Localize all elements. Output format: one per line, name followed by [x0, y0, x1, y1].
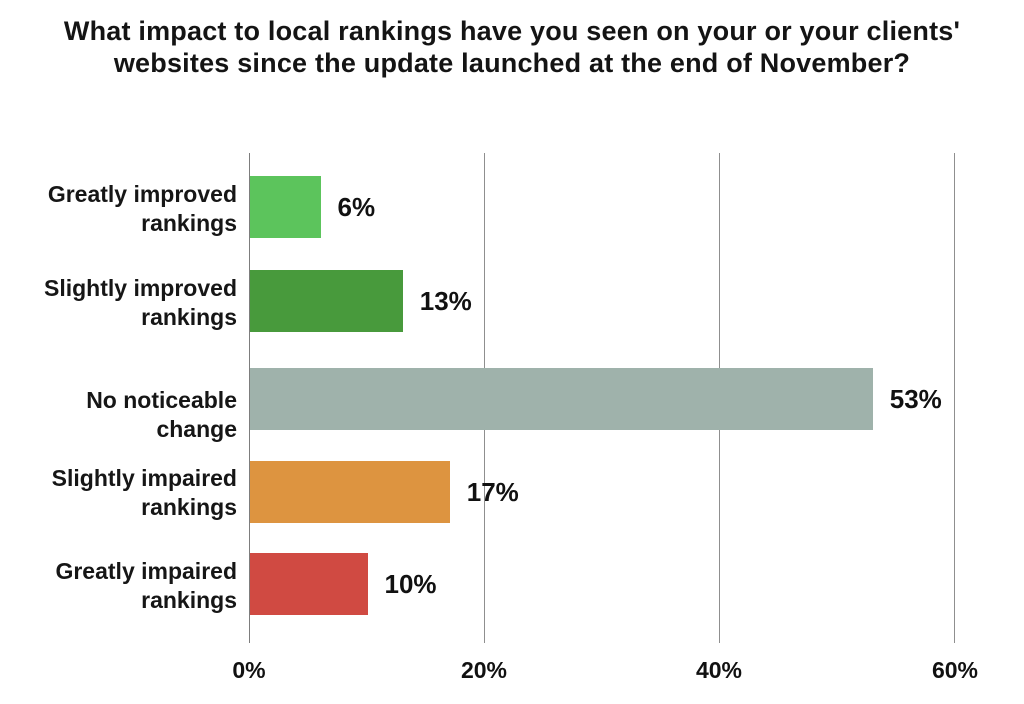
- category-label-line: No noticeable change: [86, 387, 237, 442]
- bar-fill: [250, 368, 873, 430]
- category-label-line: rankings: [141, 494, 237, 520]
- bar-row: 13%: [250, 270, 1016, 332]
- bar-fill: [250, 270, 403, 332]
- category-label-line: rankings: [141, 304, 237, 330]
- chart-title-line-1: What impact to local rankings have you s…: [63, 16, 961, 46]
- bar-value-label: 53%: [889, 383, 942, 414]
- category-label-line: Greatly impaired: [55, 558, 237, 584]
- category-label-line: Greatly improved: [47, 181, 237, 207]
- chart-title: What impact to local rankings have you s…: [30, 15, 994, 79]
- bar-row: 53%: [250, 368, 1016, 430]
- bar-row: 6%: [250, 176, 1016, 238]
- category-label-line: Slightly improved: [44, 275, 237, 301]
- category-label-greatly-improved: Greatly improved rankings: [0, 180, 237, 238]
- bar-value-label: 13%: [419, 285, 472, 316]
- x-tick-label-20: 20%: [460, 657, 508, 683]
- bar-value-label: 10%: [384, 568, 437, 599]
- plot-area: 6% 13% 53% 17% 10%: [249, 153, 956, 643]
- category-label-greatly-impaired: Greatly impaired rankings: [0, 557, 237, 615]
- gridline-60pct: [954, 153, 955, 643]
- chart-title-line-2: websites since the update launched at th…: [113, 48, 911, 78]
- x-tick-label-0: 0%: [232, 657, 266, 683]
- category-label-no-change: No noticeable change: [0, 386, 237, 444]
- bar-fill: [250, 553, 368, 615]
- category-label-slightly-improved: Slightly improved rankings: [0, 274, 237, 332]
- x-tick-label-60: 60%: [931, 657, 979, 683]
- bar-value-label: 17%: [466, 476, 519, 507]
- category-label-line: rankings: [141, 587, 237, 613]
- bar-row: 10%: [250, 553, 1016, 615]
- bar-fill: [250, 461, 450, 523]
- x-axis: 0% 20% 40% 60%: [0, 657, 1024, 687]
- category-label-line: Slightly impaired: [51, 465, 237, 491]
- x-tick-label-40: 40%: [695, 657, 743, 683]
- category-label-slightly-impaired: Slightly impaired rankings: [0, 464, 237, 522]
- bar-fill: [250, 176, 321, 238]
- gridline-0pct: [249, 153, 250, 643]
- bar-row: 17%: [250, 461, 1016, 523]
- category-label-line: rankings: [141, 210, 237, 236]
- bar-value-label: 6%: [337, 191, 376, 222]
